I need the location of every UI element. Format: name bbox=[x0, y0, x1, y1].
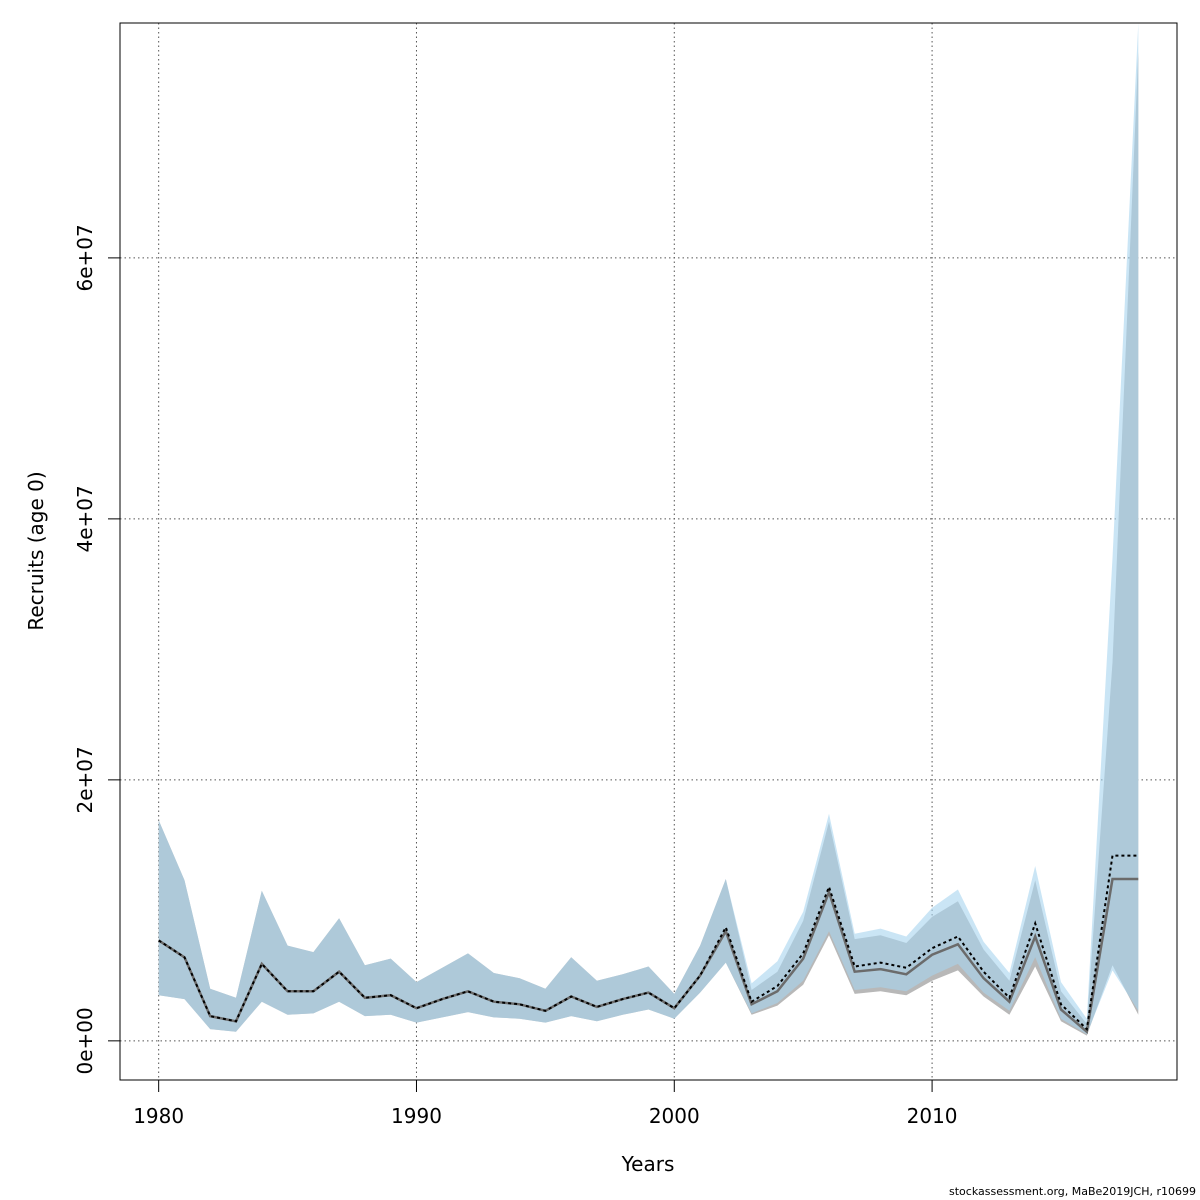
series-lines bbox=[158, 854, 1139, 1035]
x-tick-label: 2000 bbox=[649, 1104, 700, 1128]
x-axis: 1980 1990 2000 2010 bbox=[133, 1079, 958, 1128]
x-tick-label: 1990 bbox=[391, 1104, 442, 1128]
plot-frame bbox=[119, 22, 1178, 1081]
y-axis-title: Recruits (age 0) bbox=[24, 471, 48, 630]
y-tick-label: 4e+07 bbox=[73, 485, 97, 552]
grid bbox=[120, 23, 1177, 1080]
y-tick-label: 6e+07 bbox=[73, 224, 97, 291]
confidence-bands bbox=[158, 23, 1139, 1036]
y-tick-label: 2e+07 bbox=[73, 746, 97, 813]
x-axis-title: Years bbox=[621, 1152, 675, 1176]
x-tick-label: 1980 bbox=[133, 1104, 184, 1128]
confidence-band-gray bbox=[158, 51, 1139, 1036]
x-tick-label: 2010 bbox=[907, 1104, 958, 1128]
y-axis: 0e+00 2e+07 4e+07 6e+07 bbox=[73, 224, 121, 1074]
plot-area bbox=[119, 22, 1178, 1081]
y-tick-label: 0e+00 bbox=[73, 1007, 97, 1074]
series-line-dotted bbox=[158, 854, 1139, 1032]
credit-text: stockassessment.org, MaBe2019JCH, r10699 bbox=[949, 1185, 1196, 1198]
confidence-band-blue bbox=[158, 23, 1139, 1035]
